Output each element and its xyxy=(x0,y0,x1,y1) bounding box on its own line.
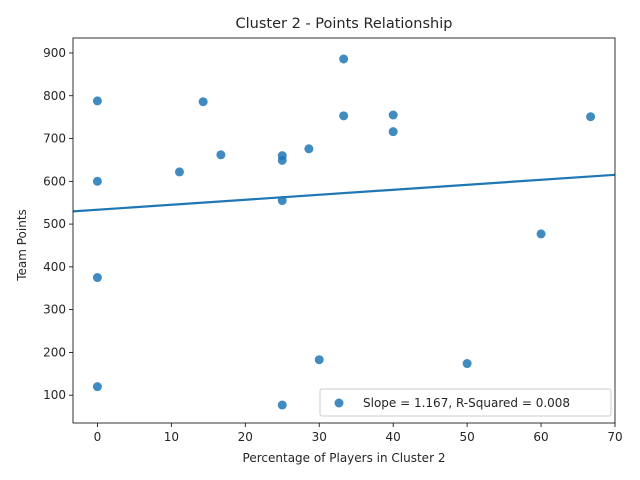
legend: Slope = 1.167, R-Squared = 0.008 xyxy=(319,388,612,417)
x-tick-label: 10 xyxy=(164,430,179,444)
data-point xyxy=(536,229,546,239)
data-point xyxy=(304,144,314,154)
data-point xyxy=(216,150,226,160)
data-point xyxy=(339,54,349,64)
legend-box xyxy=(319,388,612,417)
x-axis-label: Percentage of Players in Cluster 2 xyxy=(243,451,446,465)
legend-marker xyxy=(334,398,344,408)
data-point xyxy=(92,382,102,392)
y-tick-label: 100 xyxy=(43,388,66,402)
y-tick-label: 300 xyxy=(43,303,66,317)
y-tick-label: 900 xyxy=(43,46,66,60)
y-tick-label: 500 xyxy=(43,217,66,231)
y-axis-label: Team Points xyxy=(15,209,29,282)
plot-area xyxy=(73,54,615,410)
chart-title: Cluster 2 - Points Relationship xyxy=(236,16,453,32)
x-tick-label: 70 xyxy=(607,430,622,444)
data-point xyxy=(277,400,287,410)
data-point xyxy=(174,167,184,177)
data-point xyxy=(277,155,287,165)
data-point xyxy=(462,359,472,369)
regression-line xyxy=(73,173,615,213)
y-tick-label: 800 xyxy=(43,89,66,103)
data-point xyxy=(388,127,398,137)
x-tick-label: 40 xyxy=(386,430,401,444)
x-tick-label: 30 xyxy=(312,430,327,444)
data-point xyxy=(92,96,102,106)
x-tick-label: 50 xyxy=(459,430,474,444)
data-point xyxy=(586,112,596,122)
legend-label: Slope = 1.167, R-Squared = 0.008 xyxy=(363,396,570,410)
data-point xyxy=(314,355,324,365)
y-tick-label: 200 xyxy=(43,345,66,359)
x-tick-label: 60 xyxy=(533,430,548,444)
data-point xyxy=(198,97,208,107)
x-tick-label: 20 xyxy=(238,430,253,444)
x-tick-label: 0 xyxy=(94,430,102,444)
y-tick-label: 700 xyxy=(43,132,66,146)
data-point xyxy=(92,176,102,186)
data-point xyxy=(92,273,102,283)
y-tick-label: 400 xyxy=(43,260,66,274)
axes-frame xyxy=(72,37,616,424)
x-axis: 0 10 20 30 40 50 60 70 xyxy=(94,423,623,444)
data-point xyxy=(388,110,398,120)
data-point xyxy=(339,111,349,121)
y-axis: 100 200 300 400 500 600 700 800 900 xyxy=(43,46,73,402)
y-tick-label: 600 xyxy=(43,174,66,188)
